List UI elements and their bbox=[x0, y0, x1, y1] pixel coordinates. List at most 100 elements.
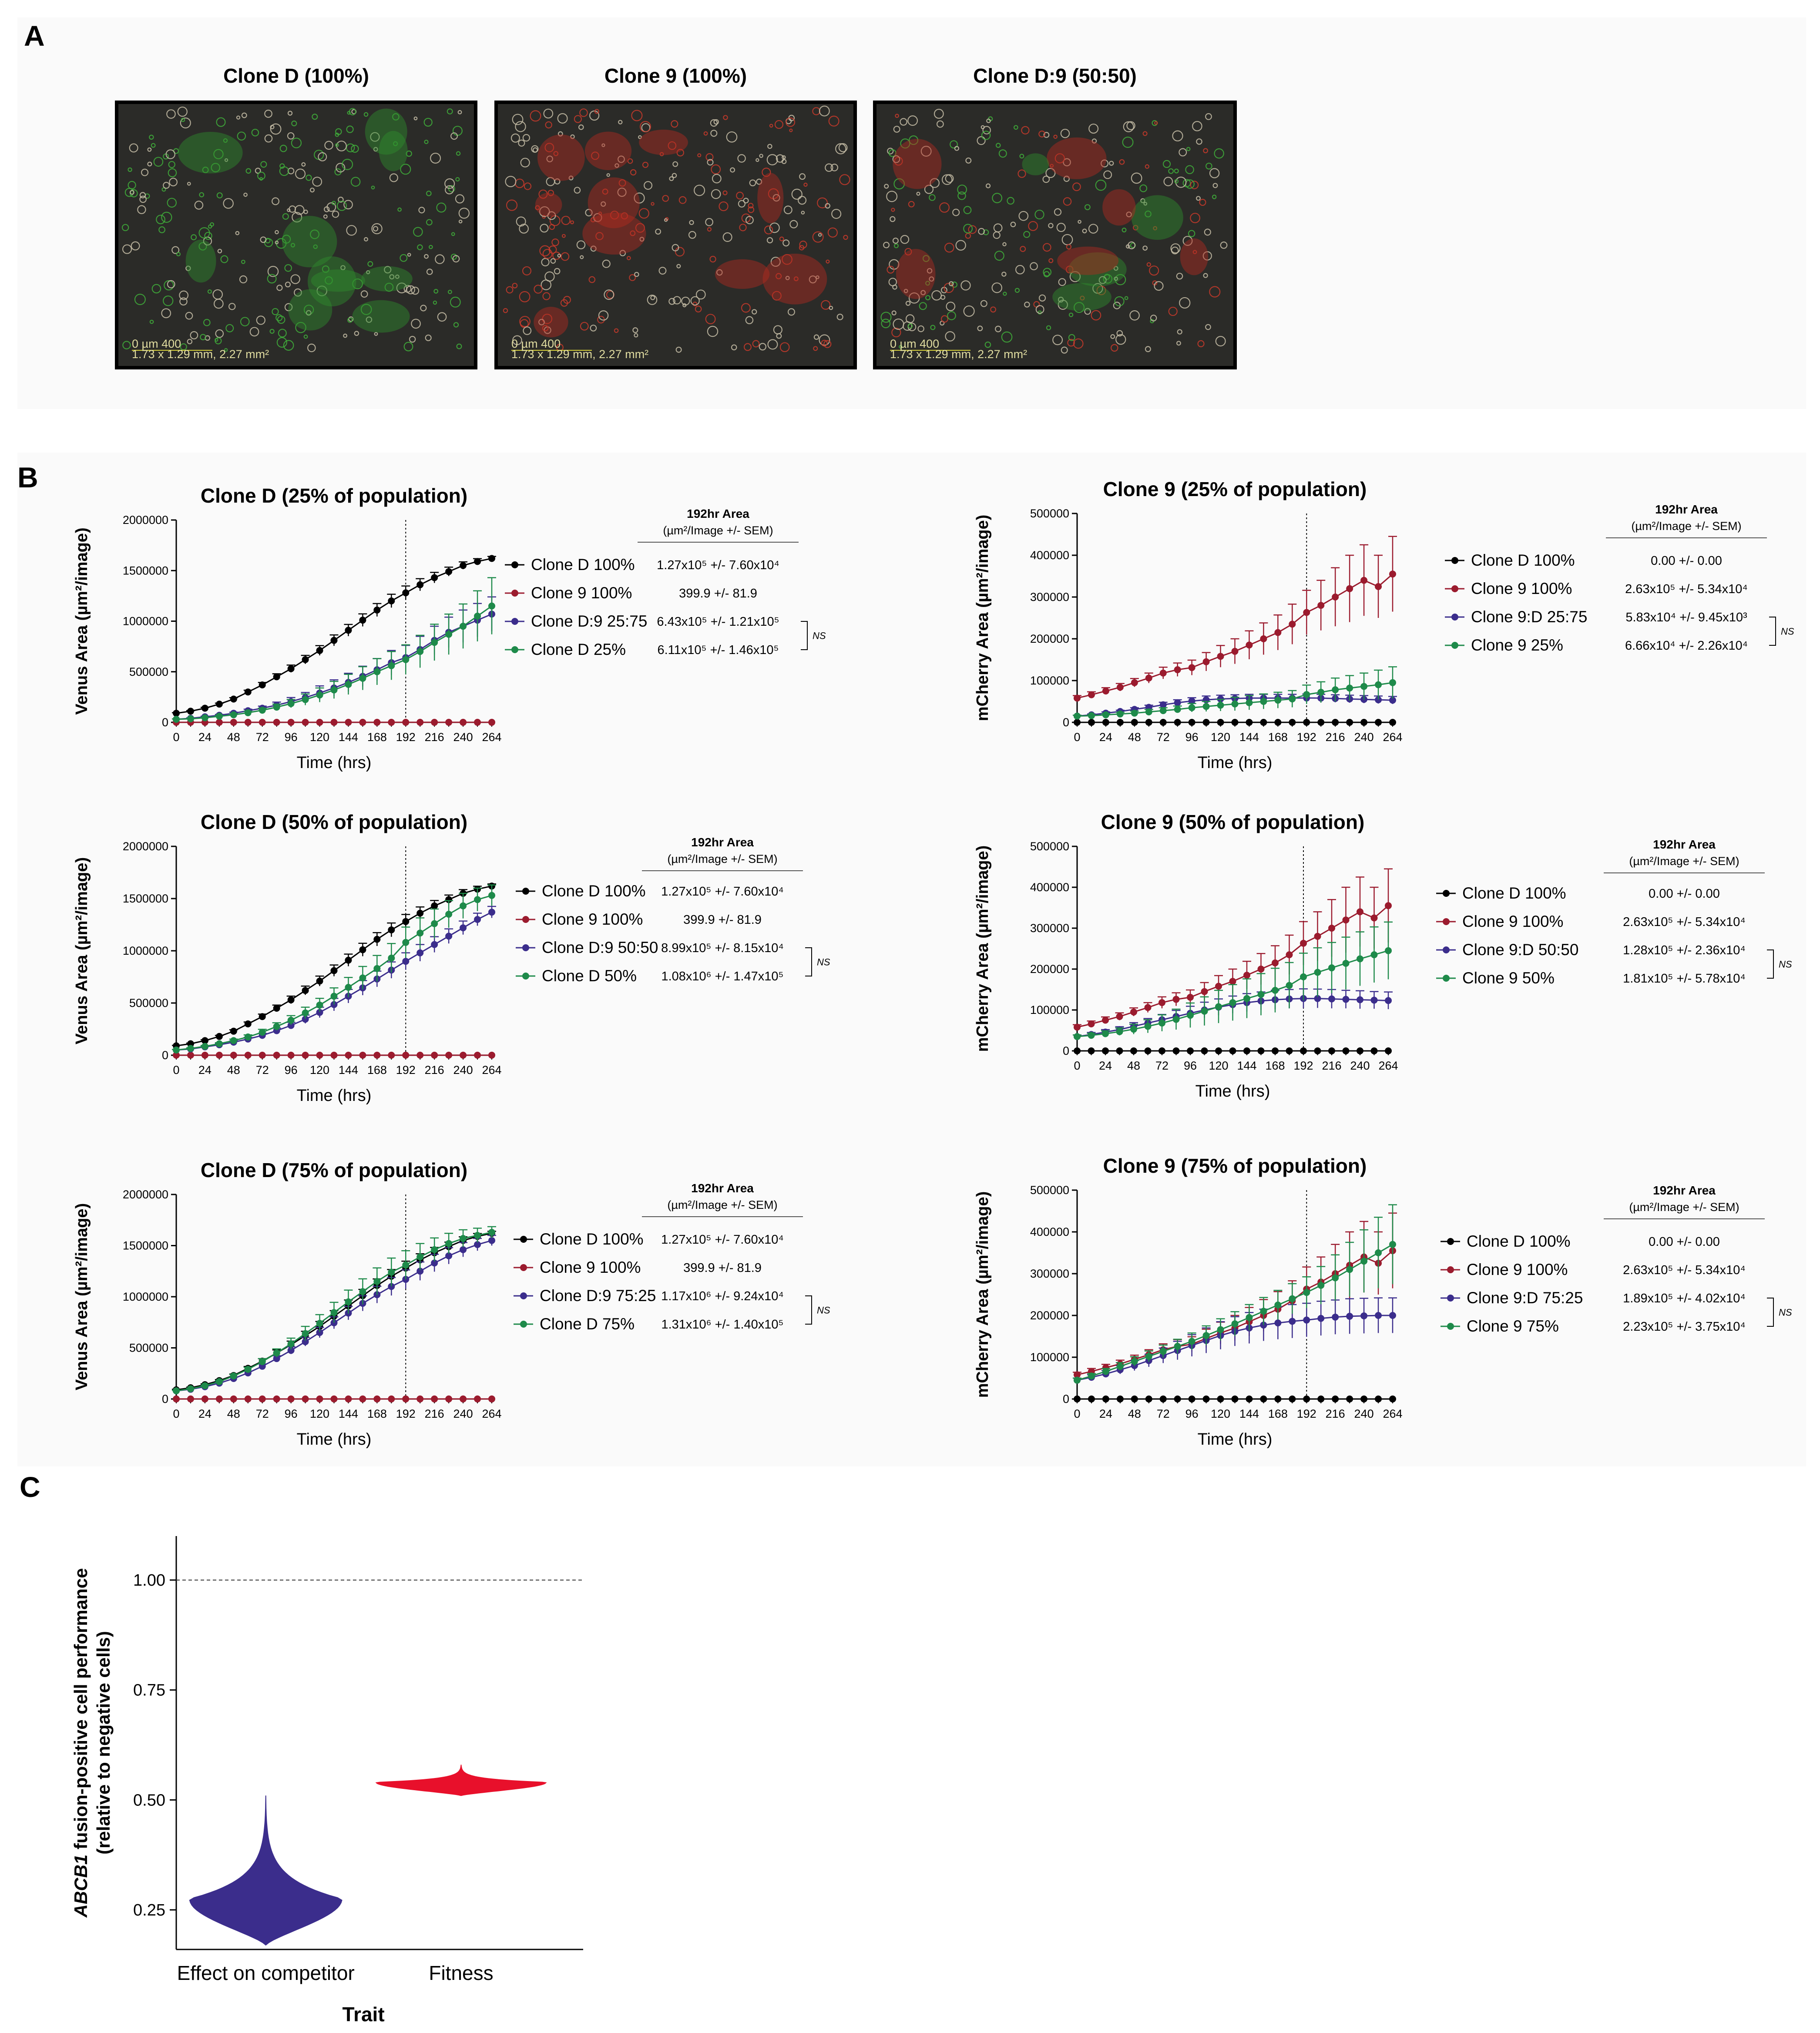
cell-mark bbox=[1214, 148, 1224, 159]
data-point bbox=[1188, 704, 1195, 711]
data-point bbox=[1389, 1312, 1396, 1319]
data-point bbox=[402, 589, 410, 597]
data-point bbox=[445, 911, 453, 918]
cell-mark bbox=[524, 182, 532, 190]
cell-mark bbox=[585, 209, 593, 217]
data-point bbox=[1260, 1396, 1267, 1402]
y-tick-label: 500000 bbox=[129, 1342, 168, 1355]
data-point bbox=[416, 1268, 424, 1275]
cell-mark bbox=[1154, 281, 1164, 291]
data-point bbox=[1328, 964, 1335, 972]
cell-mark bbox=[541, 279, 552, 290]
cell-mark bbox=[838, 143, 848, 152]
data-point bbox=[1257, 1047, 1265, 1054]
cell-mark bbox=[789, 220, 798, 228]
cell-mark bbox=[129, 143, 138, 153]
cell-mark bbox=[977, 325, 983, 332]
data-point bbox=[316, 647, 323, 654]
cell-mark bbox=[190, 331, 198, 339]
cell-mark bbox=[963, 224, 973, 234]
cell-mark bbox=[366, 270, 370, 275]
cell-mark bbox=[944, 282, 954, 293]
x-tick-label: 24 bbox=[198, 1407, 212, 1420]
data-point bbox=[402, 656, 410, 663]
cell-mark bbox=[836, 313, 843, 320]
data-point bbox=[1260, 635, 1267, 642]
cell-mark bbox=[347, 317, 353, 323]
data-point bbox=[1074, 1047, 1081, 1054]
data-point bbox=[287, 996, 295, 1003]
cell-mark bbox=[1072, 182, 1081, 191]
data-point bbox=[1202, 703, 1210, 710]
cell-mark bbox=[900, 138, 910, 149]
y-tick-label: 1000000 bbox=[123, 1290, 168, 1303]
cell-mark bbox=[347, 111, 351, 115]
data-point bbox=[1346, 684, 1353, 692]
cell-mark bbox=[1043, 268, 1052, 277]
data-point bbox=[1346, 585, 1353, 592]
cell-mark bbox=[893, 318, 904, 330]
cell-mark bbox=[823, 340, 832, 348]
legend-entry: Clone D 75% 1.31x10⁶ +/- 1.40x10⁵ bbox=[514, 1315, 784, 1333]
data-point bbox=[345, 1298, 352, 1305]
cell-mark bbox=[591, 151, 600, 160]
x-tick-label: 24 bbox=[198, 1063, 212, 1077]
cell-mark bbox=[161, 211, 172, 223]
cell-mark bbox=[407, 253, 411, 257]
cell-mark bbox=[553, 151, 559, 156]
cell-mark bbox=[303, 334, 308, 339]
cell-mark bbox=[139, 195, 147, 203]
data-point bbox=[1303, 1316, 1310, 1324]
cell-mark bbox=[270, 124, 275, 129]
cell-mark bbox=[1080, 295, 1085, 301]
cell-mark bbox=[606, 173, 610, 177]
cell-mark bbox=[275, 314, 283, 322]
chart-title: Clone 9 (75% of population) bbox=[1103, 1154, 1367, 1177]
data-point bbox=[1159, 1396, 1167, 1402]
data-point bbox=[215, 701, 223, 708]
cell-mark bbox=[659, 152, 664, 157]
y-tick-label: 300000 bbox=[1030, 922, 1069, 935]
x-tick-label: 120 bbox=[310, 1063, 329, 1077]
data-point bbox=[215, 713, 223, 720]
cell-mark bbox=[690, 296, 700, 306]
cell-mark bbox=[444, 178, 455, 189]
data-point bbox=[1145, 674, 1152, 682]
cell-mark bbox=[176, 252, 181, 257]
violin-x-axis-title: Trait bbox=[343, 2003, 385, 2026]
data-point bbox=[1314, 1047, 1321, 1054]
cell-mark bbox=[287, 111, 293, 116]
data-point bbox=[359, 718, 366, 726]
y-axis-title: Venus Area (µm²/image) bbox=[73, 857, 91, 1044]
data-point bbox=[316, 718, 323, 726]
cell-mark bbox=[927, 268, 933, 274]
cell-mark bbox=[574, 187, 581, 194]
data-point bbox=[1116, 684, 1124, 691]
data-point bbox=[1260, 1308, 1267, 1315]
data-point bbox=[230, 1051, 237, 1059]
data-point bbox=[431, 902, 438, 909]
legend-entry: Clone D:9 75:25 1.17x10⁶ +/- 9.24x10⁴ bbox=[514, 1287, 784, 1305]
x-tick-label: 72 bbox=[256, 1407, 269, 1420]
cell-mark bbox=[767, 144, 772, 149]
cell-mark bbox=[748, 203, 754, 209]
x-tick-label: 144 bbox=[1237, 1059, 1256, 1072]
legend-entry: Clone 9:D 25:75 5.83x10⁴ +/- 9.45x10³ bbox=[1445, 608, 1747, 626]
cell-mark bbox=[291, 138, 302, 148]
cell-mark bbox=[167, 198, 177, 208]
data-point bbox=[1217, 1326, 1224, 1333]
cell-mark bbox=[1063, 197, 1072, 206]
cell-mark bbox=[1150, 315, 1157, 322]
y-tick-label: 100000 bbox=[1030, 1351, 1069, 1364]
cell-mark bbox=[783, 205, 792, 215]
cell-mark bbox=[756, 158, 759, 162]
cell-mark bbox=[669, 176, 674, 181]
x-tick-label: 168 bbox=[1265, 1059, 1285, 1072]
cell-mark bbox=[519, 224, 529, 234]
data-point bbox=[302, 1330, 309, 1337]
cell-mark bbox=[590, 217, 596, 222]
growth-chart-5: Clone D (75% of population) 0 500000 100000… bbox=[73, 1159, 830, 1449]
series-clone-d-25- bbox=[172, 577, 496, 723]
cell-mark bbox=[338, 197, 344, 203]
x-tick-label: 168 bbox=[367, 1063, 387, 1077]
